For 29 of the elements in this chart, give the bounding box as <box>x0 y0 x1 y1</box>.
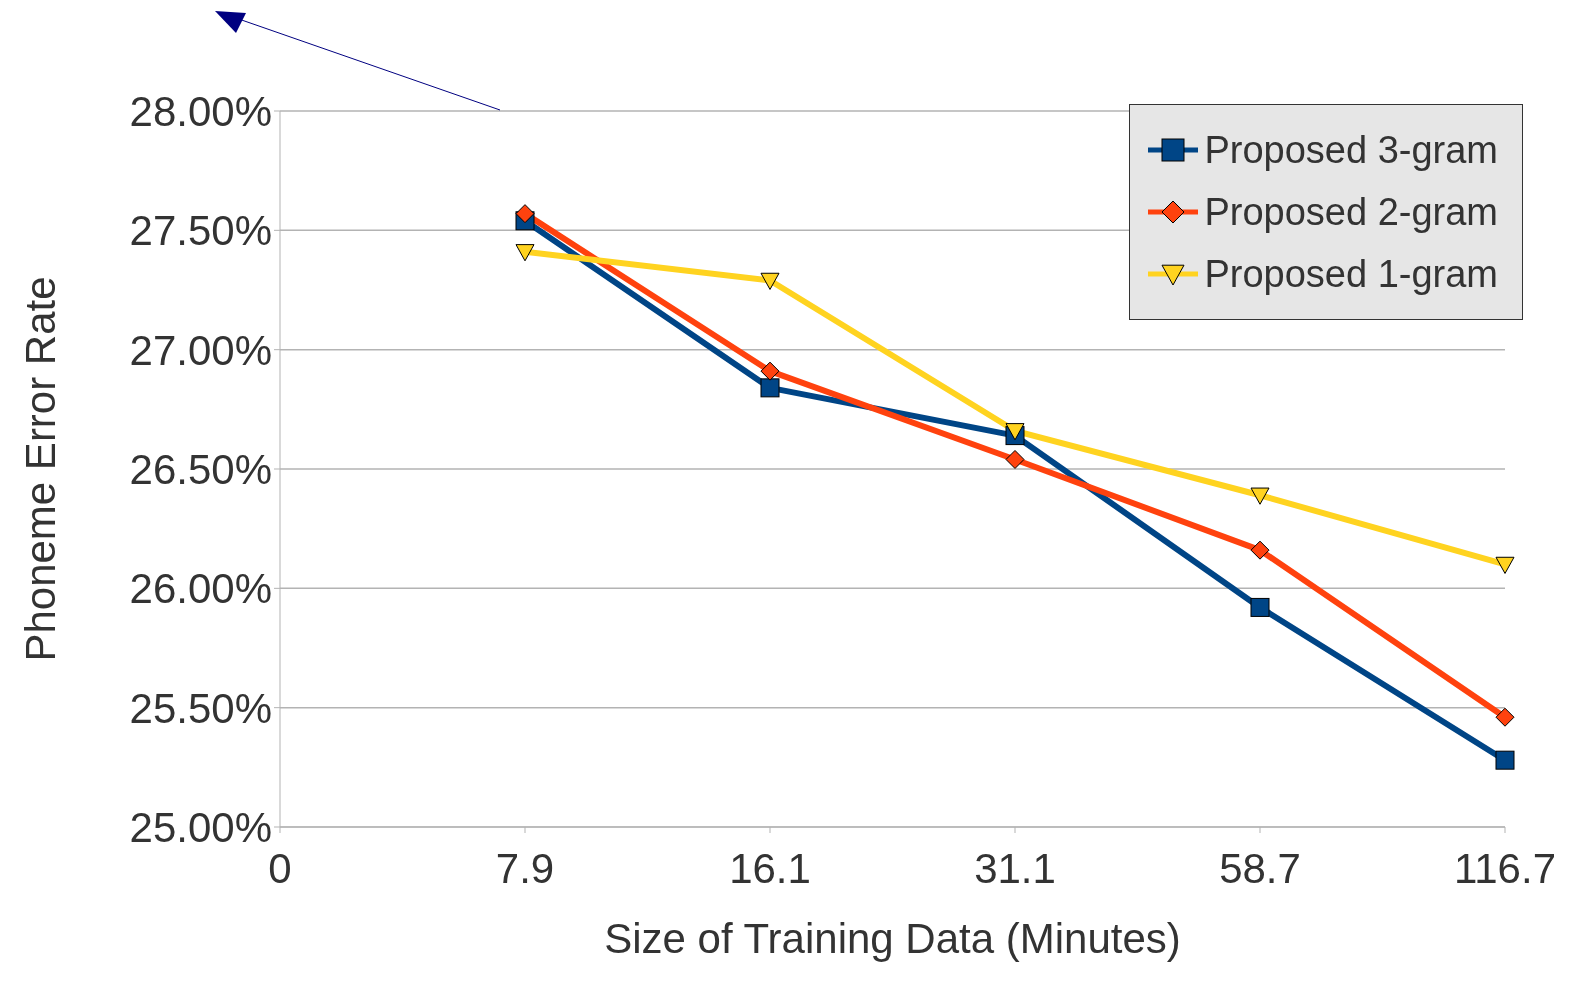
x-tick-label: 58.7 <box>1219 844 1301 892</box>
point <box>515 244 535 262</box>
point <box>1250 487 1270 505</box>
legend-label: Proposed 3-gram <box>1204 128 1498 172</box>
point <box>760 272 780 290</box>
y-tick-label: 26.50% <box>129 445 272 493</box>
y-axis-title: Phoneme Error Rate <box>16 276 64 662</box>
point <box>1495 750 1515 770</box>
point <box>1250 540 1270 560</box>
legend-label: Proposed 2-gram <box>1204 190 1498 234</box>
point <box>1005 423 1025 441</box>
y-tick-label: 26.00% <box>129 565 272 613</box>
point <box>515 204 535 224</box>
y-tick-label: 27.50% <box>129 207 272 255</box>
point <box>1250 597 1270 617</box>
point <box>760 361 780 381</box>
y-tick-label: 27.00% <box>129 326 272 374</box>
point <box>1495 556 1515 574</box>
x-tick-label: 116.7 <box>1454 844 1556 892</box>
x-tick-label: 16.1 <box>729 844 811 892</box>
legend-label: Proposed 1-gram <box>1204 252 1498 296</box>
point <box>1005 449 1025 469</box>
point <box>1495 707 1515 727</box>
x-axis-title: Size of Training Data (Minutes) <box>604 915 1181 962</box>
point <box>760 378 780 398</box>
x-tick-label: 31.1 <box>974 844 1056 892</box>
x-tick-label: 7.9 <box>495 844 555 892</box>
y-tick-label: 28.00% <box>129 87 272 135</box>
y-tick-label: 25.50% <box>129 684 272 732</box>
